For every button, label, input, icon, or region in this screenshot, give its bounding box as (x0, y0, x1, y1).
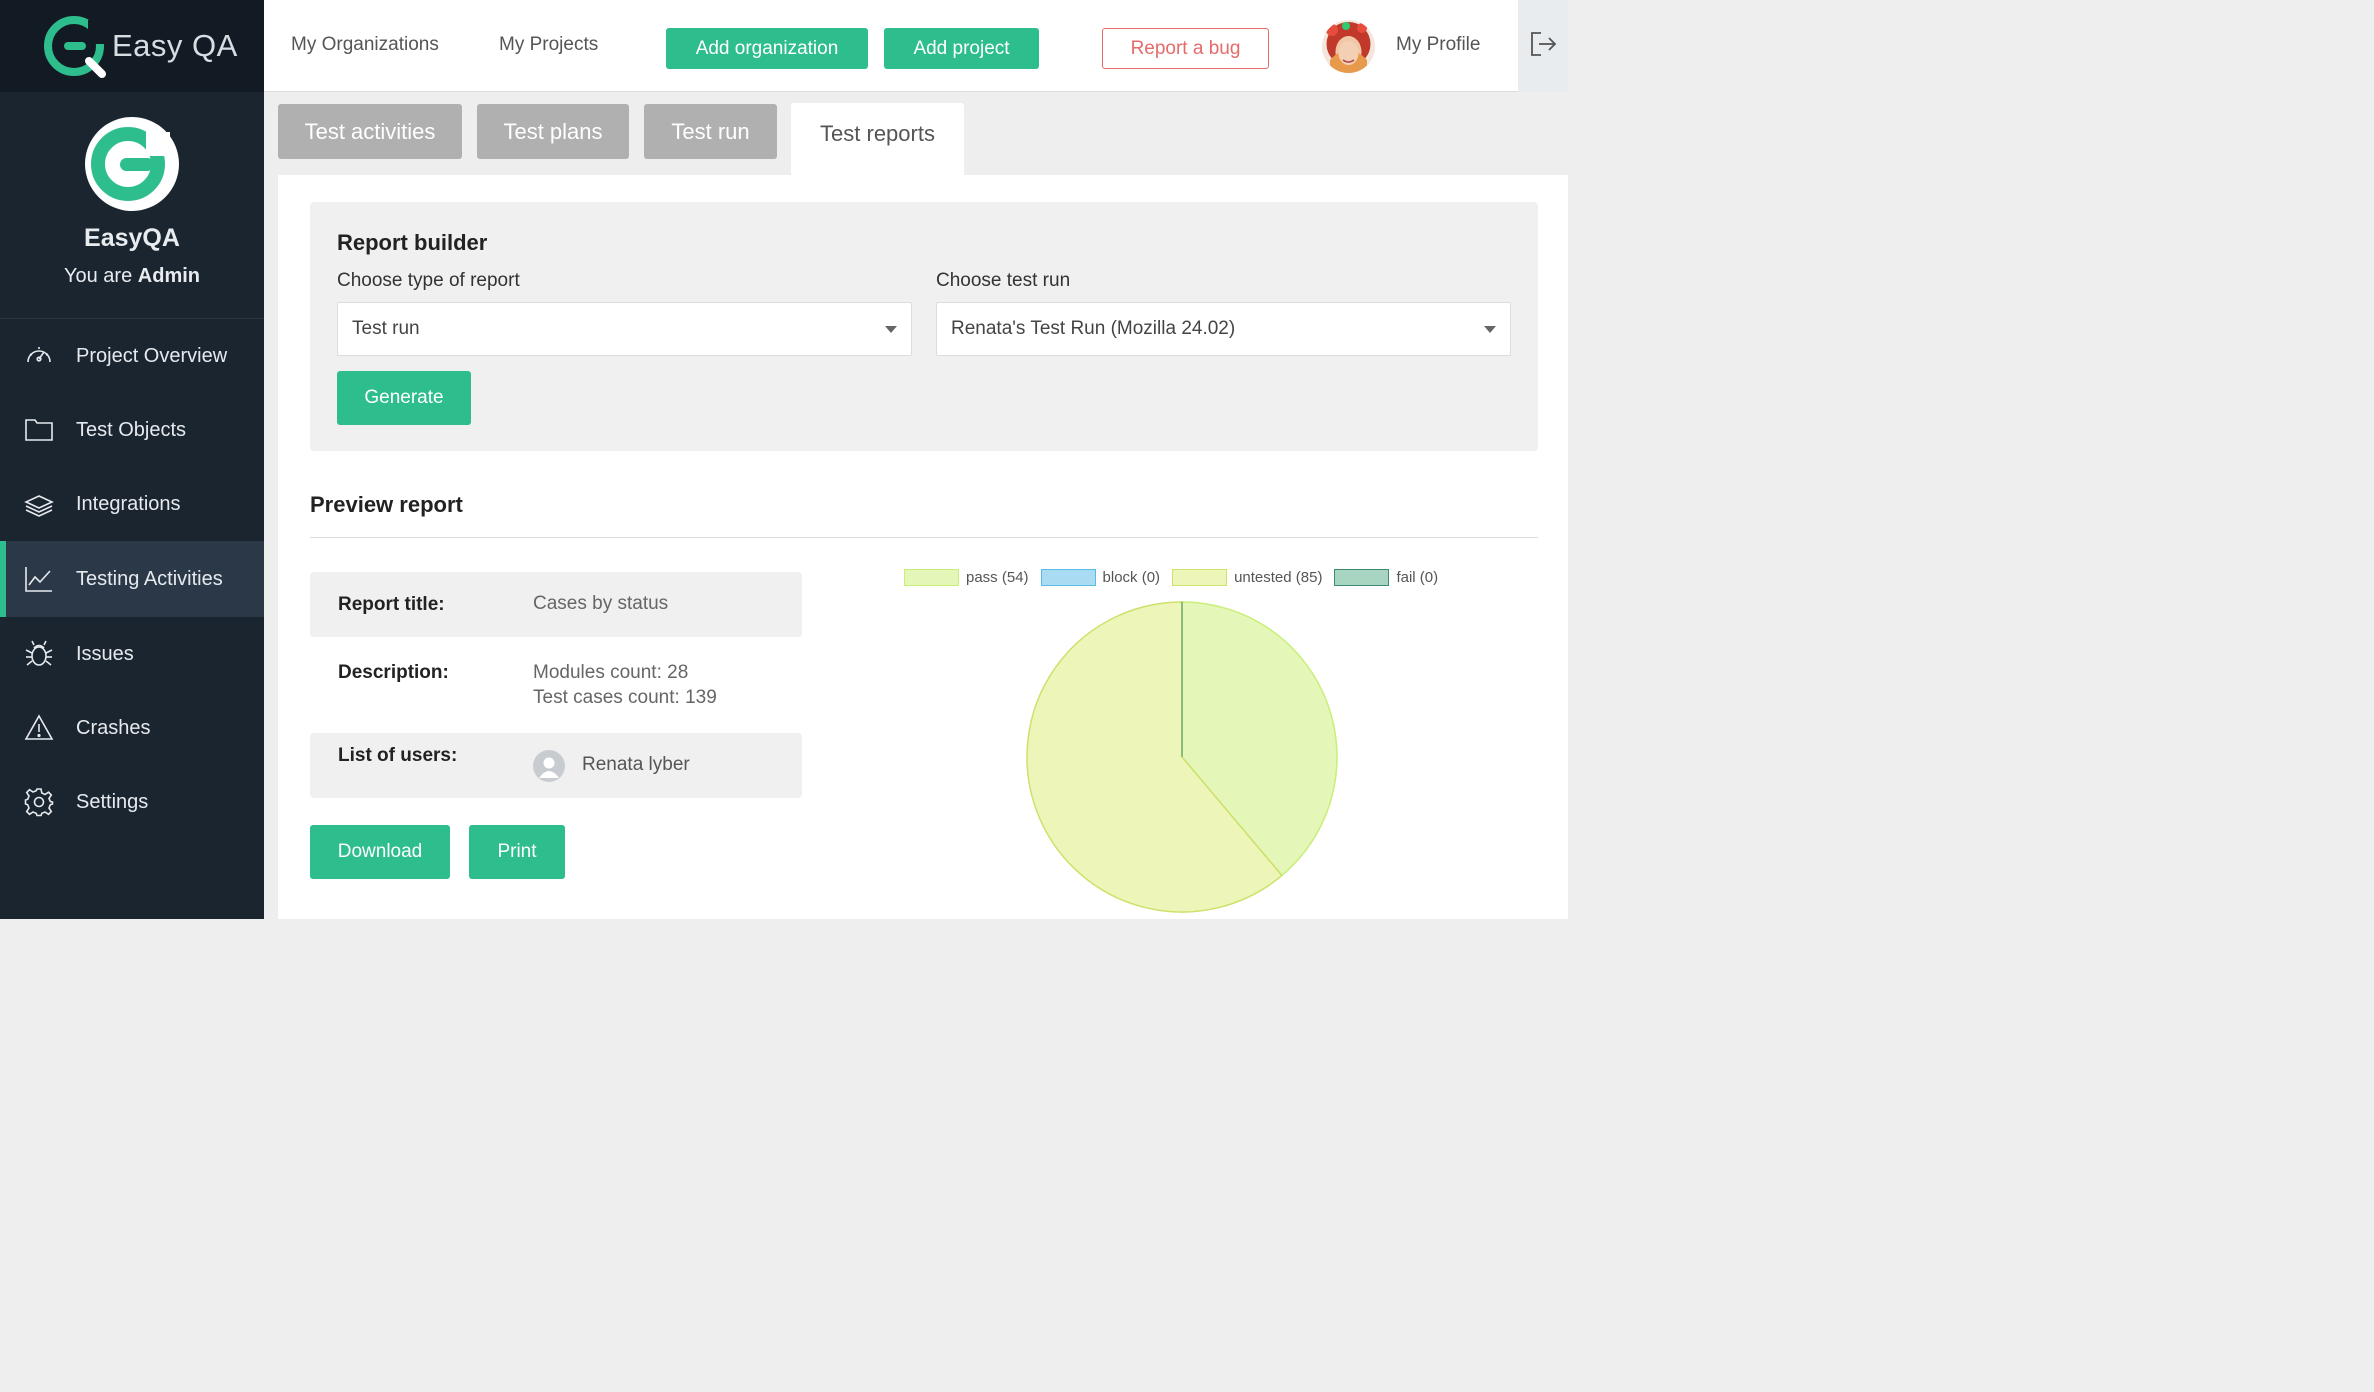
sidebar-item-test-objects[interactable]: Test Objects (0, 393, 264, 467)
add-project-button[interactable]: Add project (884, 28, 1039, 69)
print-button[interactable]: Print (469, 825, 565, 879)
legend-item-pass[interactable]: pass (54) (904, 569, 1029, 586)
description-row: Description: Modules count: 28 Test case… (310, 650, 802, 720)
sidebar-item-label: Testing Activities (76, 567, 223, 590)
sidebar: Easy QA EasyQA You are Admin Project Ove… (0, 0, 264, 919)
sidebar-item-label: Issues (76, 642, 134, 665)
tab-test-plans[interactable]: Test plans (477, 104, 629, 159)
profile-block: EasyQA You are Admin (0, 92, 264, 319)
legend-item-block[interactable]: block (0) (1040, 569, 1161, 586)
user-avatar-icon (533, 750, 565, 782)
sidebar-item-label: Crashes (76, 716, 151, 739)
tab-test-reports[interactable]: Test reports (791, 103, 964, 176)
report-title-row: Report title: Cases by status (310, 572, 802, 637)
report-builder: Report builder Choose type of report Cho… (310, 202, 1538, 451)
legend-item-untested[interactable]: untested (85) (1172, 569, 1322, 586)
role-prefix: You are (64, 265, 133, 287)
folder-icon (24, 415, 54, 445)
report-title-value: Cases by status (533, 593, 669, 614)
sidebar-item-project-overview[interactable]: Project Overview (0, 319, 264, 393)
legend-label: untested (85) (1234, 569, 1323, 586)
layers-icon (24, 489, 54, 519)
legend-item-fail[interactable]: fail (0) (1334, 569, 1438, 586)
legend-label: block (0) (1102, 569, 1161, 586)
users-row: List of users: Renata lyber (310, 733, 802, 798)
description-value: Modules count: 28 Test cases count: 139 (533, 660, 717, 710)
tab-test-run[interactable]: Test run (644, 104, 777, 159)
add-organization-button[interactable]: Add organization (666, 28, 868, 69)
role-value: Admin (137, 265, 200, 287)
brand-bar[interactable]: Easy QA (0, 0, 264, 92)
chart-line-icon (24, 564, 54, 594)
easyqa-logo-icon (44, 14, 108, 78)
report-type-select[interactable]: Test run (337, 302, 912, 356)
legend-swatch (1172, 569, 1228, 586)
divider (310, 537, 1538, 538)
logout-icon (1529, 30, 1557, 63)
sidebar-item-issues[interactable]: Issues (0, 617, 264, 691)
pie-slice-untested[interactable] (1026, 601, 1283, 913)
test-run-select[interactable]: Renata's Test Run (Mozilla 24.02) (936, 302, 1511, 356)
test-run-label: Choose test run (936, 270, 1071, 291)
legend-swatch (904, 569, 959, 586)
chevron-down-icon (885, 326, 897, 333)
report-type-label: Choose type of report (337, 270, 520, 291)
sidebar-item-label: Settings (76, 790, 149, 813)
legend-swatch (1040, 569, 1096, 586)
sidebar-item-integrations[interactable]: Integrations (0, 467, 264, 541)
pie-slice-pass[interactable] (1181, 601, 1338, 877)
test-run-value: Renata's Test Run (Mozilla 24.02) (951, 318, 1236, 339)
generate-button[interactable]: Generate (337, 371, 471, 425)
my-organizations-link[interactable]: My Organizations (291, 34, 439, 55)
logout-button[interactable] (1518, 0, 1568, 92)
sidebar-item-testing-activities[interactable]: Testing Activities (0, 541, 264, 617)
my-projects-link[interactable]: My Projects (499, 34, 599, 55)
org-name: EasyQA (84, 224, 180, 252)
report-title-key: Report title: (338, 594, 445, 615)
report-bug-button[interactable]: Report a bug (1102, 28, 1269, 69)
avatar[interactable] (1322, 20, 1375, 73)
main-content: Report builder Choose type of report Cho… (278, 175, 1568, 919)
sidebar-item-crashes[interactable]: Crashes (0, 691, 264, 765)
builder-title: Report builder (337, 230, 488, 255)
legend-label: fail (0) (1396, 569, 1439, 586)
tab-test-activities[interactable]: Test activities (278, 104, 462, 159)
sidebar-nav: Project Overview Test Objects Integratio… (0, 319, 264, 839)
gear-icon (24, 787, 54, 817)
my-profile-link[interactable]: My Profile (1396, 34, 1481, 55)
user-name: Renata lyber (582, 754, 690, 775)
topbar: My Organizations My Projects Add organiz… (264, 0, 1568, 92)
chevron-down-icon (1484, 326, 1496, 333)
pie-chart (1026, 601, 1338, 913)
role-line: You are Admin (0, 265, 264, 288)
brand-name: Easy QA (112, 28, 238, 63)
report-type-value: Test run (352, 318, 420, 339)
speedometer-icon (24, 341, 54, 371)
sidebar-item-label: Project Overview (76, 344, 228, 367)
download-button[interactable]: Download (310, 825, 450, 879)
bug-icon (24, 639, 54, 669)
org-logo-icon (84, 116, 180, 212)
sidebar-item-settings[interactable]: Settings (0, 765, 264, 839)
description-key: Description: (338, 662, 449, 683)
modules-count: Modules count: 28 (533, 662, 689, 683)
sidebar-item-label: Test Objects (76, 418, 187, 441)
warning-icon (24, 713, 54, 743)
users-key: List of users: (338, 745, 458, 766)
legend-label: pass (54) (966, 569, 1029, 586)
chart-legend: pass (54) block (0) untested (85) fail (… (904, 569, 1450, 586)
test-cases-count: Test cases count: 139 (533, 687, 717, 708)
sidebar-item-label: Integrations (76, 492, 181, 515)
legend-swatch (1334, 569, 1390, 586)
preview-title: Preview report (310, 492, 463, 517)
